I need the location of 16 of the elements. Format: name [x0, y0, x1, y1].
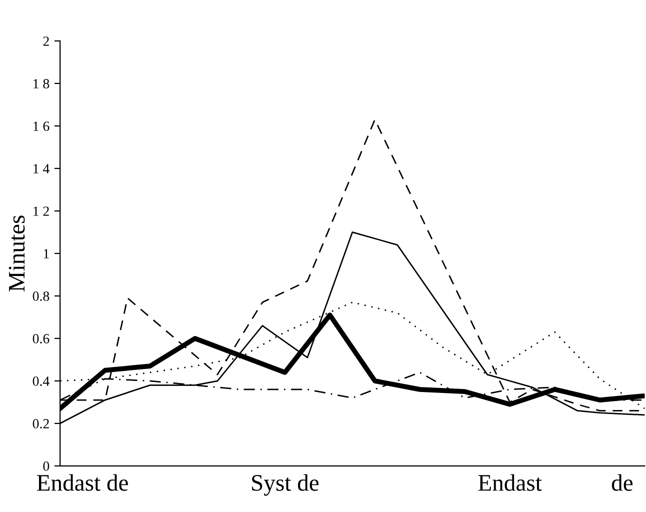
- y-tick-label: 2: [43, 36, 49, 46]
- y-tick-label: 1 2: [34, 206, 49, 216]
- y-tick-label: 1 6: [34, 122, 50, 131]
- y-tick-label: 0.8: [32, 292, 50, 301]
- y-tick-label: 0.2: [32, 419, 49, 428]
- y-tick-label: 0.6: [32, 334, 50, 344]
- x-tick-label: Endast de: [37, 474, 128, 491]
- y-tick-label: 1 8: [34, 79, 50, 88]
- y-axis-title: Minutes: [8, 216, 25, 292]
- x-tick-label: de: [612, 474, 633, 491]
- x-tick-label: Endast: [478, 474, 542, 491]
- y-tick-label: 0.4: [32, 376, 50, 386]
- y-tick-label: 1 4: [34, 164, 50, 174]
- y-tick-label: 0: [43, 462, 50, 471]
- y-tick-label: 1: [44, 249, 49, 258]
- x-tick-label: Syst de: [252, 474, 319, 496]
